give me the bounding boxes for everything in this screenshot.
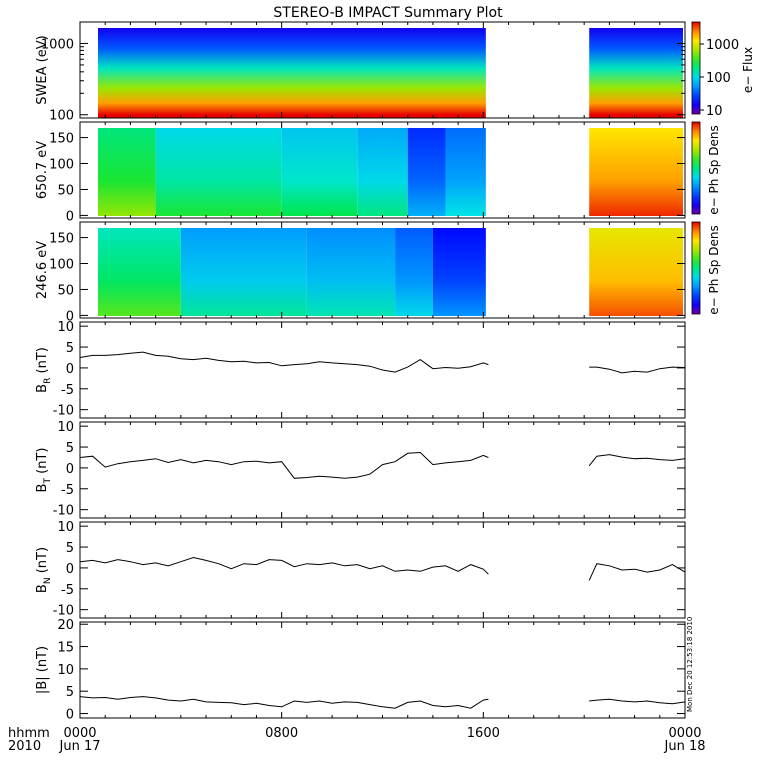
- colorbar-tick-label: 100: [706, 71, 731, 86]
- y-tick-label: 100: [49, 158, 74, 173]
- heatmap-segment: [281, 128, 358, 216]
- y-tick-label: 5: [66, 441, 74, 456]
- y-tick-label: 5: [66, 341, 74, 356]
- colorbar: [691, 221, 701, 315]
- y-tick-label: -10: [53, 504, 74, 519]
- y-tick-label: 150: [49, 132, 74, 147]
- colorbar-tick-label: 1000: [706, 38, 739, 53]
- time-tick-label: 0000: [668, 726, 701, 741]
- y-axis-label: 650.7 eV: [35, 141, 50, 199]
- y-tick-label: 0: [66, 462, 74, 477]
- y-tick-label: -5: [61, 583, 74, 598]
- time-tick-label: 1600: [467, 726, 500, 741]
- heatmap-segment: [432, 228, 486, 316]
- heatmap-block: [98, 28, 486, 118]
- panel-frame: [79, 421, 686, 519]
- y-tick-label: -10: [53, 404, 74, 419]
- y-tick-label: -5: [61, 383, 74, 398]
- heatmap-segment: [395, 228, 433, 316]
- heatmap-segment: [98, 128, 156, 216]
- y-tick-label: 20: [57, 618, 74, 633]
- heatmap-segment: [357, 128, 408, 216]
- y-tick-label: 0: [66, 562, 74, 577]
- y-tick-label: 150: [49, 232, 74, 247]
- heatmap-segment: [306, 228, 396, 316]
- y-tick-label: -5: [61, 483, 74, 498]
- time-tick-date: Jun 18: [664, 739, 706, 754]
- trace-segment-1: [79, 696, 489, 709]
- colorbar: [691, 21, 701, 115]
- y-axis-label: |B| (nT): [35, 646, 50, 694]
- y-tick-label: 1000: [41, 37, 74, 52]
- y-tick-label: 0: [66, 708, 74, 723]
- y-tick-label: 0: [66, 209, 74, 224]
- y-tick-label: 50: [57, 283, 74, 298]
- y-tick-label: 10: [57, 320, 74, 335]
- panel-7: 20 15 10 5 0 |B| (nT): [35, 618, 686, 723]
- time-row-label: 2010: [8, 739, 41, 754]
- y-tick-label: 15: [57, 641, 74, 656]
- trace-segment-2: [588, 454, 686, 467]
- colorbar-label: e− Ph Sp Dens: [707, 225, 721, 314]
- heatmap-segment: [589, 128, 683, 216]
- y-axis-label: BR (nT): [35, 347, 53, 393]
- heatmap-segment: [155, 128, 282, 216]
- trace-segment-2: [588, 563, 686, 581]
- y-tick-label: 10: [57, 663, 74, 678]
- heatmap-segment: [445, 128, 486, 216]
- trace-segment-1: [79, 351, 489, 373]
- y-tick-label: 100: [49, 258, 74, 273]
- y-tick-label: 0: [66, 309, 74, 324]
- time-tick-label: 0000: [63, 726, 96, 741]
- y-tick-label: 5: [66, 685, 74, 700]
- colorbar: [691, 121, 701, 215]
- time-tick-label: 0800: [265, 726, 298, 741]
- y-axis-label: BT (nT): [35, 448, 53, 493]
- colorbar-label: e− Flux: [741, 47, 755, 93]
- heatmap-segment: [98, 228, 181, 316]
- y-tick-label: 0: [66, 362, 74, 377]
- panel-3: 150 100 50 0 246.6 eV e− Ph Sp Dens: [35, 221, 721, 324]
- y-axis-label: SWEA (eV): [35, 35, 50, 104]
- y-tick-label: -10: [53, 604, 74, 619]
- y-tick-label: 10: [57, 520, 74, 535]
- heatmap-block: [589, 28, 683, 118]
- timestamp-stamp: Mon Dec 20 12:53:18 2010: [686, 617, 694, 712]
- heatmap-segment: [589, 228, 683, 316]
- time-row-label: hhmm: [8, 726, 50, 741]
- time-tick-date: Jun 17: [59, 739, 101, 754]
- trace-segment-1: [79, 556, 489, 575]
- y-tick-label: 10: [57, 420, 74, 435]
- y-axis-label: 246.6 eV: [35, 241, 50, 299]
- colorbar-tick-label: 10: [706, 104, 723, 119]
- trace-segment-1: [79, 451, 489, 479]
- y-tick-label: 5: [66, 541, 74, 556]
- panel-frame: [79, 621, 686, 719]
- trace-segment-2: [589, 366, 686, 374]
- trace-segment-2: [589, 698, 686, 705]
- heatmap-segment: [180, 228, 307, 316]
- heatmap-segment: [407, 128, 446, 216]
- colorbar-label: e− Ph Sp Dens: [707, 125, 721, 214]
- y-tick-label: 50: [57, 183, 74, 198]
- plot-title: STEREO-B IMPACT Summary Plot: [273, 5, 503, 21]
- panel-2: 150 100 50 0 650.7 eV e− Ph Sp Dens: [35, 121, 721, 224]
- y-axis-label: BN (nT): [35, 547, 53, 593]
- y-tick-label: 100: [49, 109, 74, 124]
